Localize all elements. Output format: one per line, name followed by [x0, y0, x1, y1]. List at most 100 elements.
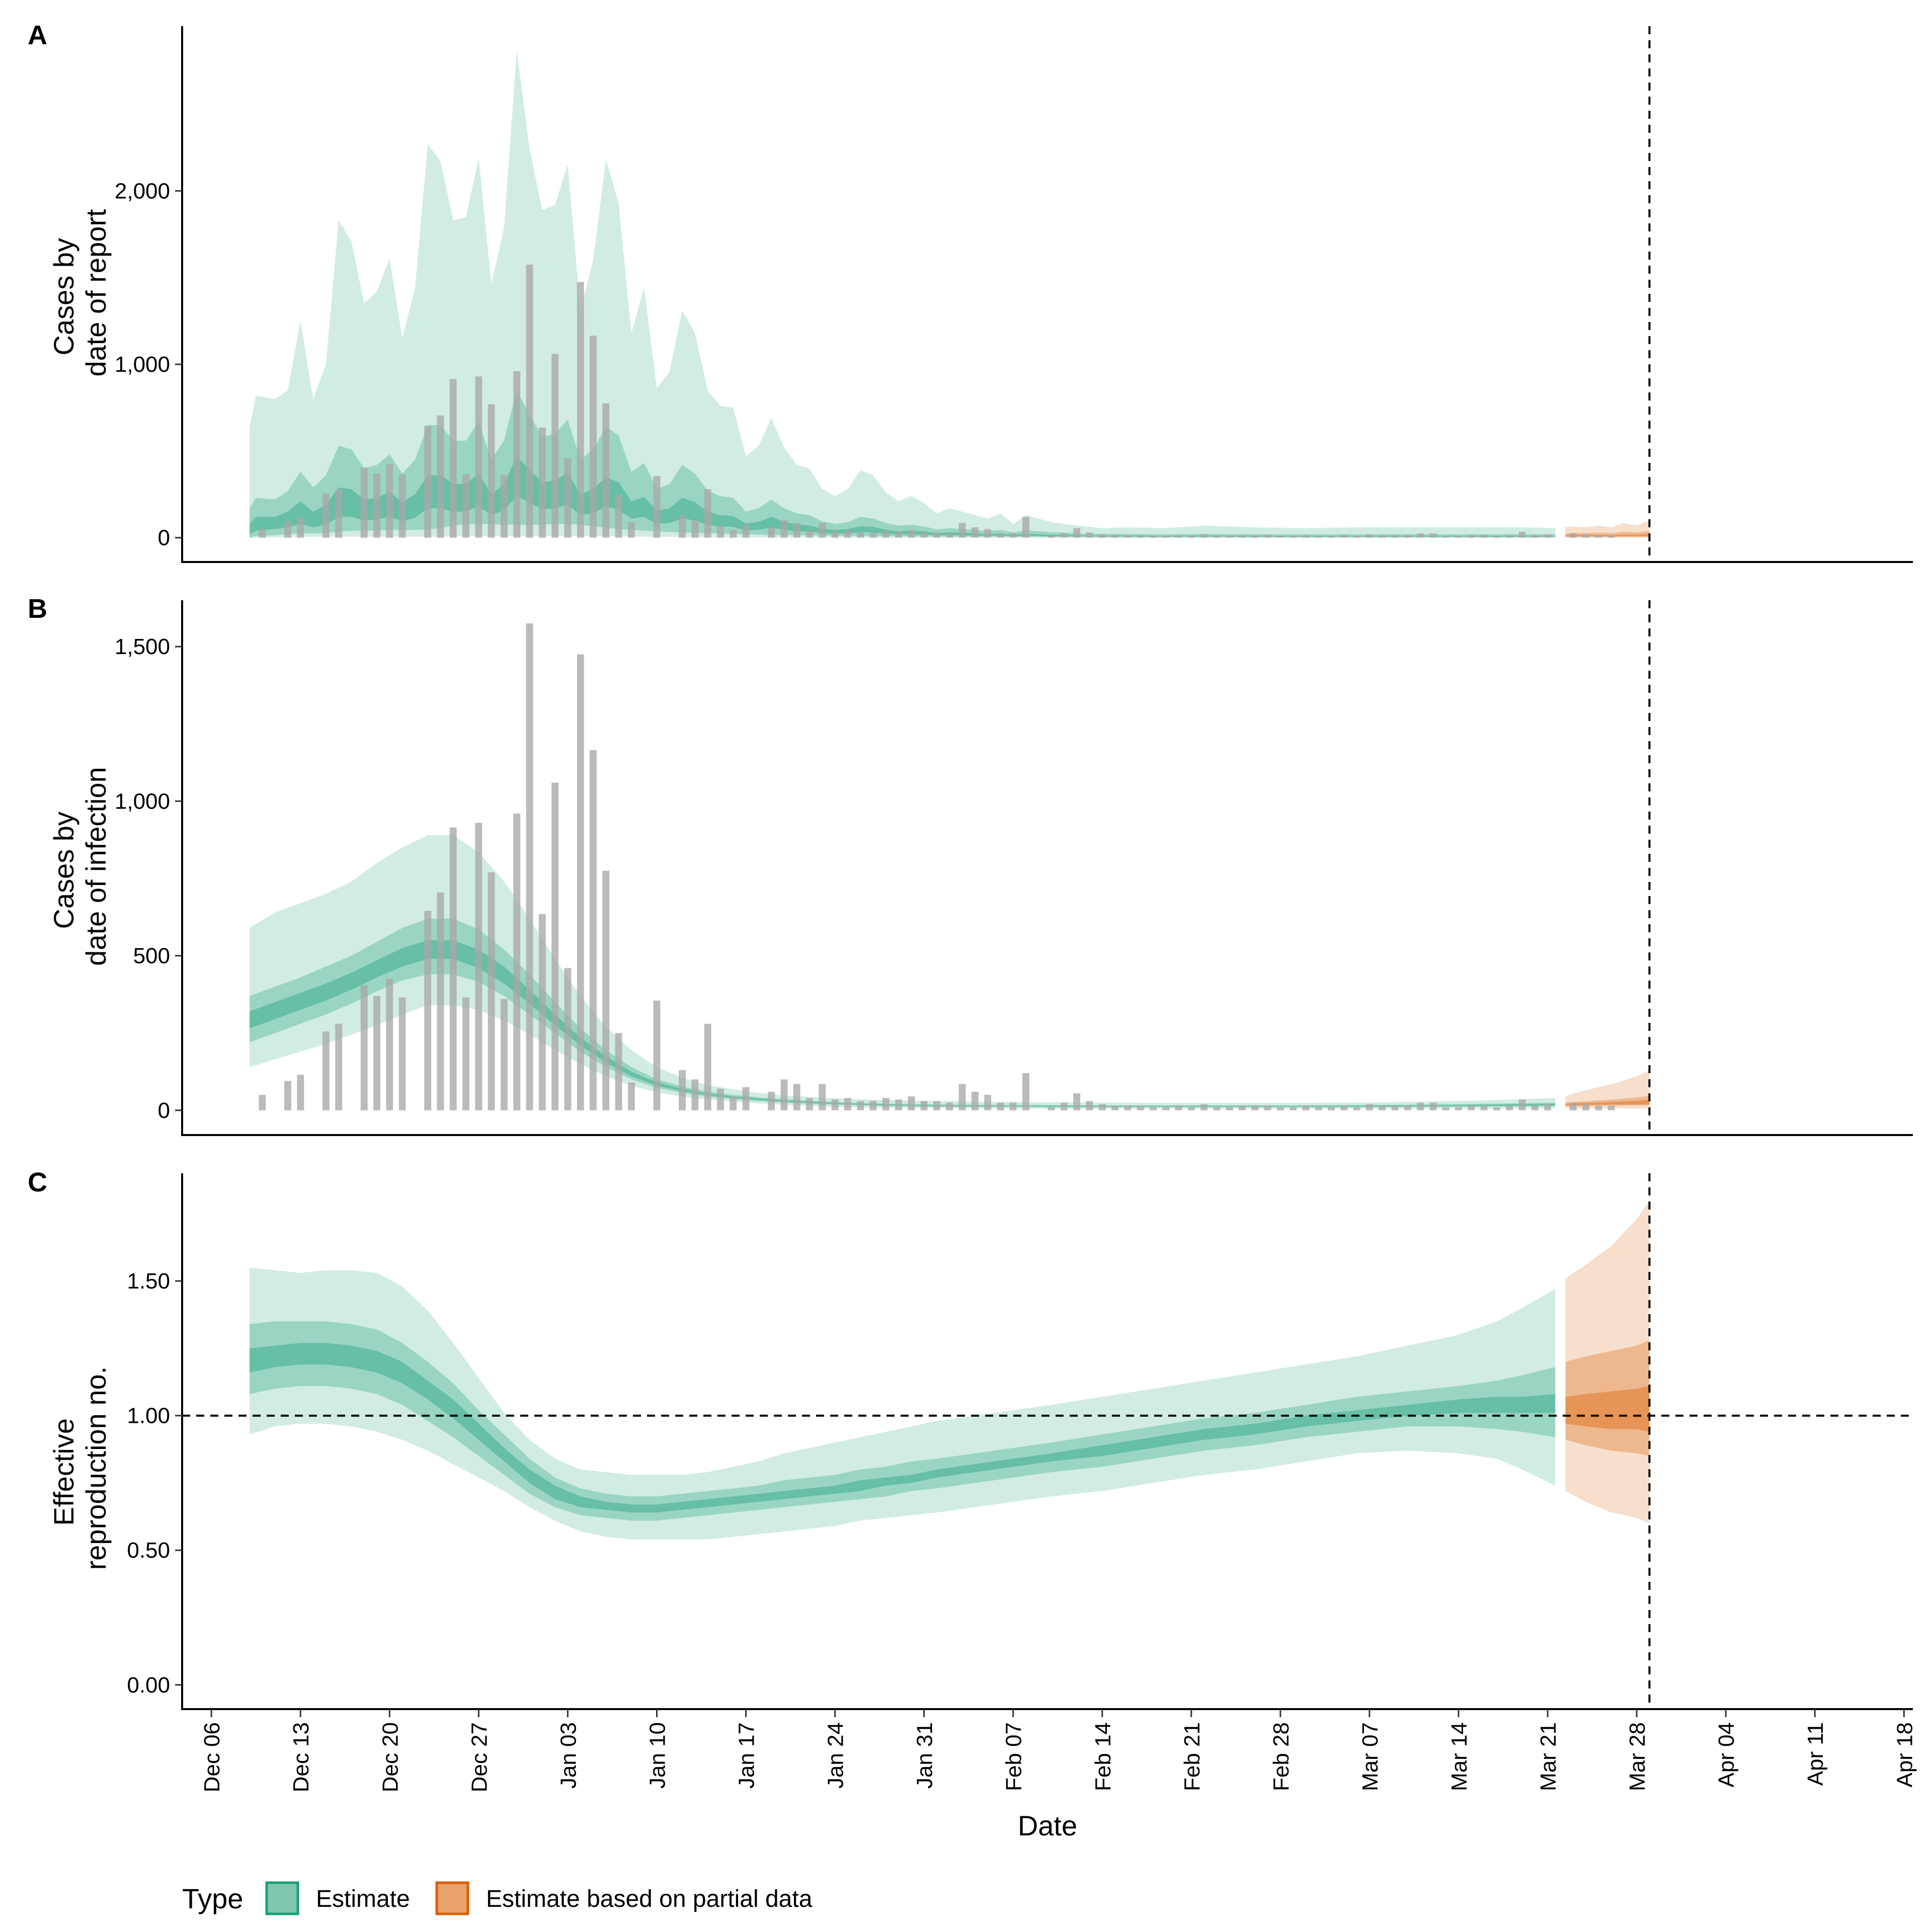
panel-c-partial-band-50: [1565, 1340, 1650, 1456]
panel-b-bar: [1582, 1104, 1589, 1110]
panel-b-bar: [501, 999, 508, 1110]
panel-b-bar: [386, 979, 393, 1110]
panel-b-tag: B: [28, 594, 47, 624]
panel-a-bar: [577, 282, 584, 538]
panel-b-bar: [284, 1081, 291, 1110]
panel-a-bar: [717, 525, 724, 538]
panel-b-bar: [958, 1084, 966, 1110]
panel-a-bar: [475, 376, 482, 538]
panel-a-bar: [895, 531, 902, 538]
panel-b-bar: [513, 814, 521, 1110]
panel-a-bar: [1582, 534, 1589, 538]
x-tick-label: Jan 03: [556, 1722, 581, 1789]
panel-a-partial-band-90: [1565, 520, 1650, 538]
panel-a-bar: [322, 493, 330, 538]
panel-b: 0 500 1,000 1,500 Cases by date of infectio…: [28, 594, 1913, 1136]
panel-b-bar: [1111, 1105, 1118, 1110]
panel-a-bar: [857, 532, 864, 538]
legend-swatch-estimate: [265, 1881, 299, 1915]
panel-a-y-tick-label: 0: [158, 526, 170, 550]
panel-a-bar: [501, 475, 508, 538]
panel-a-bar: [1404, 535, 1411, 538]
panel-b-bar: [602, 870, 610, 1110]
panel-b-bar: [322, 1031, 330, 1110]
panel-a: 0 1,000 2,000 Cases by date of report A: [28, 20, 1913, 563]
x-tick-label: Feb 14: [1091, 1722, 1115, 1791]
panel-b-bar: [526, 623, 533, 1110]
panel-b-bar: [1124, 1105, 1132, 1110]
panel-c-y-label-line2: reproduction no.: [80, 1366, 112, 1570]
panel-c-y-label: Effective reproduction no.: [48, 1366, 112, 1570]
panel-b-y-ticks: 0 500 1,000 1,500: [115, 634, 182, 1123]
panel-a-bar: [1302, 535, 1310, 538]
panel-a-bar: [1518, 531, 1526, 538]
panel-b-bar: [564, 968, 572, 1110]
panel-b-bar: [1175, 1105, 1182, 1110]
panel-a-bar: [1175, 535, 1182, 538]
panel-b-bar: [1404, 1105, 1411, 1110]
panel-b-bar: [1531, 1105, 1539, 1110]
panel-a-y-tick-label: 2,000: [115, 179, 170, 203]
x-tick-label: Dec 20: [378, 1722, 403, 1792]
panel-a-bar: [780, 520, 788, 538]
panel-b-bar: [679, 1070, 686, 1110]
panel-a-bar: [1353, 536, 1360, 538]
panel-a-bar: [844, 531, 851, 538]
legend-label-estimate: Estimate: [316, 1886, 410, 1912]
panel-a-bar: [386, 464, 393, 538]
panel-b-bar: [717, 1088, 724, 1110]
panel-b-bar: [1239, 1105, 1246, 1110]
panel-b-y-tick-label: 500: [133, 944, 170, 969]
panel-a-bar: [933, 532, 940, 538]
panel-a-estimate-band-50: [250, 390, 1556, 538]
panel-a-bar: [259, 529, 266, 538]
panel-a-bar: [424, 426, 432, 538]
panel-a-bar: [1060, 533, 1068, 538]
panel-c-y-tick-label: 0.00: [127, 1673, 170, 1698]
panel-a-bar: [1111, 535, 1118, 538]
panel-b-bar: [908, 1096, 915, 1110]
panel-c-estimate-band-90: [250, 1267, 1556, 1540]
panel-b-bar: [1022, 1073, 1029, 1110]
panel-a-bar: [1468, 535, 1475, 538]
panel-b-bar: [1353, 1107, 1360, 1110]
panel-b-bar: [819, 1084, 826, 1110]
panel-a-bar: [768, 527, 775, 538]
panel-b-y-label-line1: Cases by: [48, 812, 79, 929]
panel-b-y-tick-label: 0: [158, 1098, 170, 1123]
panel-a-bar: [1429, 533, 1437, 538]
panel-b-bar: [1162, 1107, 1170, 1110]
x-tick-label: Mar 07: [1358, 1722, 1383, 1791]
panel-a-bar: [590, 336, 597, 538]
panel-b-bar: [1060, 1102, 1068, 1110]
x-tick-label: Dec 27: [467, 1722, 492, 1792]
panel-c-plot: [182, 1173, 1913, 1709]
panel-b-bar: [793, 1084, 800, 1110]
panel-a-bar: [1315, 536, 1322, 538]
panel-a-bar: [1442, 536, 1450, 538]
panel-a-bar: [1009, 533, 1017, 538]
panel-a-bar: [398, 474, 406, 538]
panel-b-plot: [250, 600, 1651, 1135]
panel-a-bar: [1226, 536, 1233, 538]
panel-b-bar: [971, 1092, 979, 1110]
panel-a-bar: [679, 515, 686, 538]
panel-b-bar: [997, 1102, 1004, 1110]
panel-a-bar: [1607, 535, 1615, 538]
panel-b-bar: [1086, 1101, 1093, 1110]
panel-b-bar: [488, 872, 495, 1110]
panel-a-bar: [373, 473, 380, 538]
panel-a-bar: [437, 415, 444, 538]
panel-b-bar: [475, 823, 482, 1110]
panel-a-bar: [1493, 536, 1500, 538]
panel-b-bar: [1468, 1105, 1475, 1110]
panel-a-bar: [284, 521, 291, 538]
panel-b-bar: [1200, 1104, 1208, 1110]
panel-b-bar: [806, 1098, 813, 1110]
panel-a-bar: [1595, 535, 1602, 538]
panel-a-bar: [1162, 536, 1170, 538]
panel-a-bar: [1290, 536, 1297, 538]
panel-b-bar: [335, 1023, 343, 1110]
panel-c-y-tick-label: 1.50: [127, 1269, 170, 1294]
